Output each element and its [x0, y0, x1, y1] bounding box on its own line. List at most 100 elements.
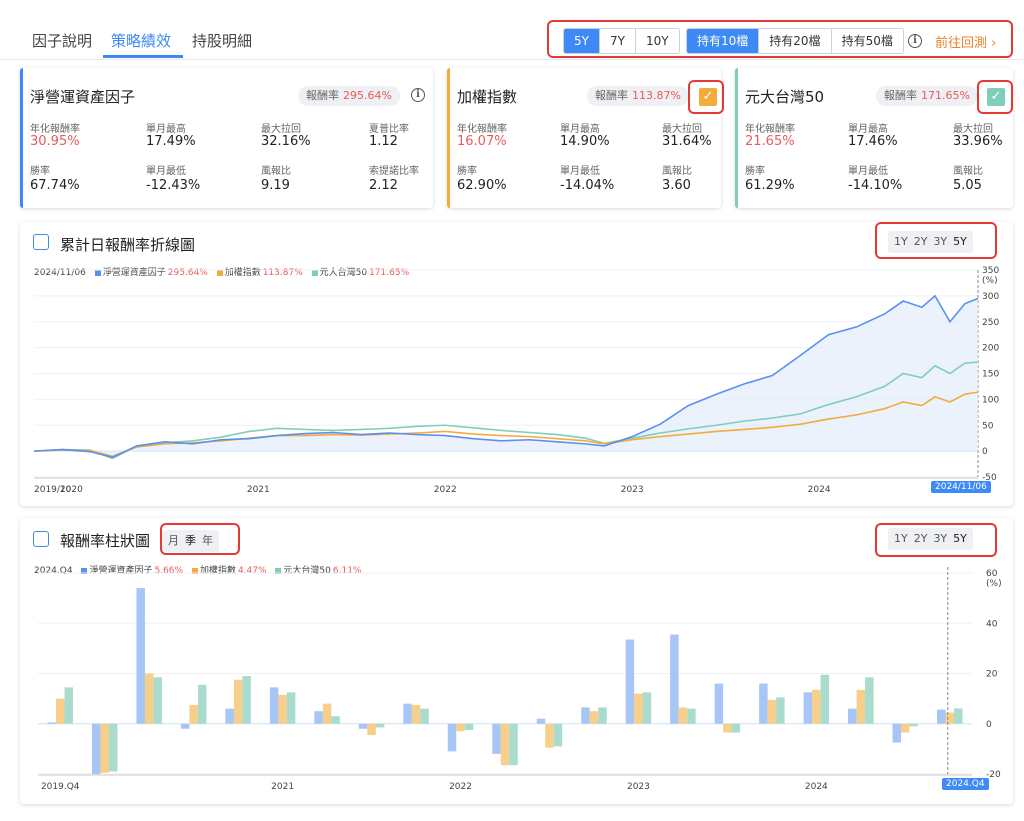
bar-2024.Q2-s1 — [856, 689, 866, 724]
holding-count-selector: 持有10檔 持有20檔 持有50檔 — [686, 28, 904, 54]
bar-2020.Q4-s1 — [233, 679, 243, 724]
stat-value: 17.49% — [146, 134, 196, 149]
legend-value: 5.66% — [154, 566, 184, 576]
tab-holdings-detail[interactable]: 持股明細 — [192, 32, 253, 50]
legend-swatch — [216, 269, 223, 276]
return-bar-chart[interactable]: -20 0 20 40 60(%) 2019.Q4 2021 2022 2023 2024 — [20, 518, 1013, 804]
stat-value: 3.60 — [662, 178, 691, 193]
bar-2024.Q4-s1 — [945, 712, 955, 724]
stat-value: 61.29% — [745, 178, 795, 193]
stat-value: 62.90% — [457, 178, 507, 193]
stat-label: 單月最高 — [560, 124, 600, 135]
bar-2022.Q3-s1 — [545, 723, 554, 748]
info-icon[interactable]: i — [908, 34, 922, 48]
legend-swatch — [94, 269, 101, 276]
y-tick-label: 0 — [982, 447, 988, 457]
bar-2020.Q4-s0 — [225, 708, 234, 724]
bar-2020.Q1-s1 — [100, 723, 109, 773]
x-tick-label: 2022 — [434, 485, 457, 495]
bar-2020.Q1-s2 — [108, 723, 118, 772]
legend-name: 加權指數 — [199, 566, 236, 576]
active-tab-underline — [103, 55, 183, 58]
bar-2022.Q4-s0 — [581, 707, 590, 724]
range-1y-button[interactable]: 1Y — [894, 235, 908, 248]
stat-label: 風報比 — [953, 166, 983, 177]
period-7y-button[interactable]: 7Y — [599, 29, 636, 53]
bar-2021.Q3-s1 — [367, 723, 376, 736]
bar-2020.Q4-s2 — [242, 676, 251, 724]
bar-2022.Q3-s2 — [553, 723, 563, 747]
stat-label: 單月最低 — [560, 166, 600, 177]
stat-card-taiex: 加權指數 報酬率 113.87% ✓ 年化報酬率 16.07% 單月最高 14.9… — [447, 68, 721, 208]
bar-2023.Q4-s1 — [767, 699, 777, 724]
bar-2021.Q3-s2 — [375, 723, 385, 728]
legend-value: 295.64% — [167, 268, 208, 278]
range-1y-button[interactable]: 1Y — [894, 532, 908, 545]
bar-2022.Q4-s2 — [598, 707, 607, 724]
range-2y-button[interactable]: 2Y — [913, 532, 928, 545]
show-series-checkbox[interactable]: ✓ — [699, 88, 717, 106]
range-3y-button[interactable]: 3Y — [933, 532, 948, 545]
stat-label: 索提諾比率 — [369, 166, 419, 177]
stat-card-factor: 淨營運資產因子 報酬率 295.64% i 年化報酬率 30.95% 單月最高 1… — [20, 68, 433, 208]
hold-50-button[interactable]: 持有50檔 — [831, 29, 903, 53]
freq-month-button[interactable]: 月 — [168, 534, 179, 547]
stat-card-0050: 元大台灣50 報酬率 171.65% ✓ 年化報酬率 21.65% 單月最高 17… — [735, 68, 1013, 208]
legend-swatch — [81, 567, 88, 574]
bar-2019.Q4-s2 — [64, 687, 73, 724]
range-2y-button[interactable]: 2Y — [913, 235, 928, 248]
bar-2021.Q3-s0 — [358, 723, 368, 729]
stat-label: 勝率 — [30, 166, 50, 177]
x-tick-label: 2022 — [449, 782, 472, 792]
bar-2020.Q2-s2 — [153, 677, 162, 724]
bar-2023.Q4-s2 — [776, 697, 785, 724]
range-3y-button[interactable]: 3Y — [933, 235, 948, 248]
legend-value: 4.47% — [237, 566, 267, 576]
x-tick-label: 2023 — [621, 485, 644, 495]
stat-value: 32.16% — [261, 134, 311, 149]
freq-quarter-button[interactable]: 季 — [185, 534, 196, 547]
freq-year-button[interactable]: 年 — [202, 534, 213, 547]
bar-legend: 2024.Q4 淨營運資產因子 5.66% 加權指數 4.47% 元大台灣50 6.1… — [34, 563, 361, 576]
y-tick-label: 50 — [982, 421, 994, 431]
stat-label: 最大拉回 — [953, 124, 993, 135]
show-series-checkbox[interactable]: ✓ — [987, 88, 1005, 106]
stat-value: 16.07% — [457, 134, 507, 149]
card-accent-bar — [447, 68, 450, 208]
stat-label: 勝率 — [745, 166, 765, 177]
x-tick-label: 2021 — [247, 485, 270, 495]
bar-2019.Q4-s0 — [47, 722, 56, 724]
bar-2020.Q3-s0 — [180, 723, 190, 729]
bar-2023.Q1-s0 — [625, 639, 635, 724]
bar-2021.Q2-s0 — [314, 711, 323, 724]
period-5y-button[interactable]: 5Y — [564, 29, 600, 53]
stat-value: -12.43% — [146, 178, 201, 193]
tab-factor-description[interactable]: 因子說明 — [32, 32, 93, 50]
stat-label: 夏普比率 — [369, 124, 409, 135]
period-10y-button[interactable]: 10Y — [635, 29, 679, 53]
bar-2023.Q3-s1 — [723, 723, 732, 733]
panel-title: 累計日報酬率折線圖 — [60, 236, 196, 254]
stat-label: 最大拉回 — [261, 124, 301, 135]
y-tick-label: 0 — [986, 720, 992, 730]
card-title: 加權指數 — [457, 88, 518, 106]
stat-label: 單月最高 — [848, 124, 888, 135]
tab-strategy-performance[interactable]: 策略績效 — [111, 32, 172, 50]
bar-2022.Q1-s0 — [447, 723, 457, 752]
bar-2023.Q2-s0 — [670, 634, 679, 724]
range-5y-button[interactable]: 5Y — [953, 532, 967, 545]
stat-label: 單月最低 — [848, 166, 888, 177]
info-icon[interactable]: i — [411, 88, 425, 102]
x-tick-label: 2019/10 — [34, 485, 72, 495]
x-tick-label: 2019.Q4 — [41, 782, 80, 792]
card-title: 淨營運資產因子 — [30, 88, 136, 106]
bar-2023.Q1-s1 — [634, 693, 643, 724]
line-range-selector: 1Y 2Y 3Y 5Y — [888, 231, 973, 253]
hold-10-button[interactable]: 持有10檔 — [687, 29, 760, 53]
range-5y-button[interactable]: 5Y — [953, 235, 967, 248]
goto-backtest-link[interactable]: 前往回測 › — [935, 36, 997, 51]
bar-2023.Q2-s2 — [687, 708, 696, 724]
return-label: 報酬率 — [306, 89, 339, 102]
hold-20-button[interactable]: 持有20檔 — [759, 29, 832, 53]
